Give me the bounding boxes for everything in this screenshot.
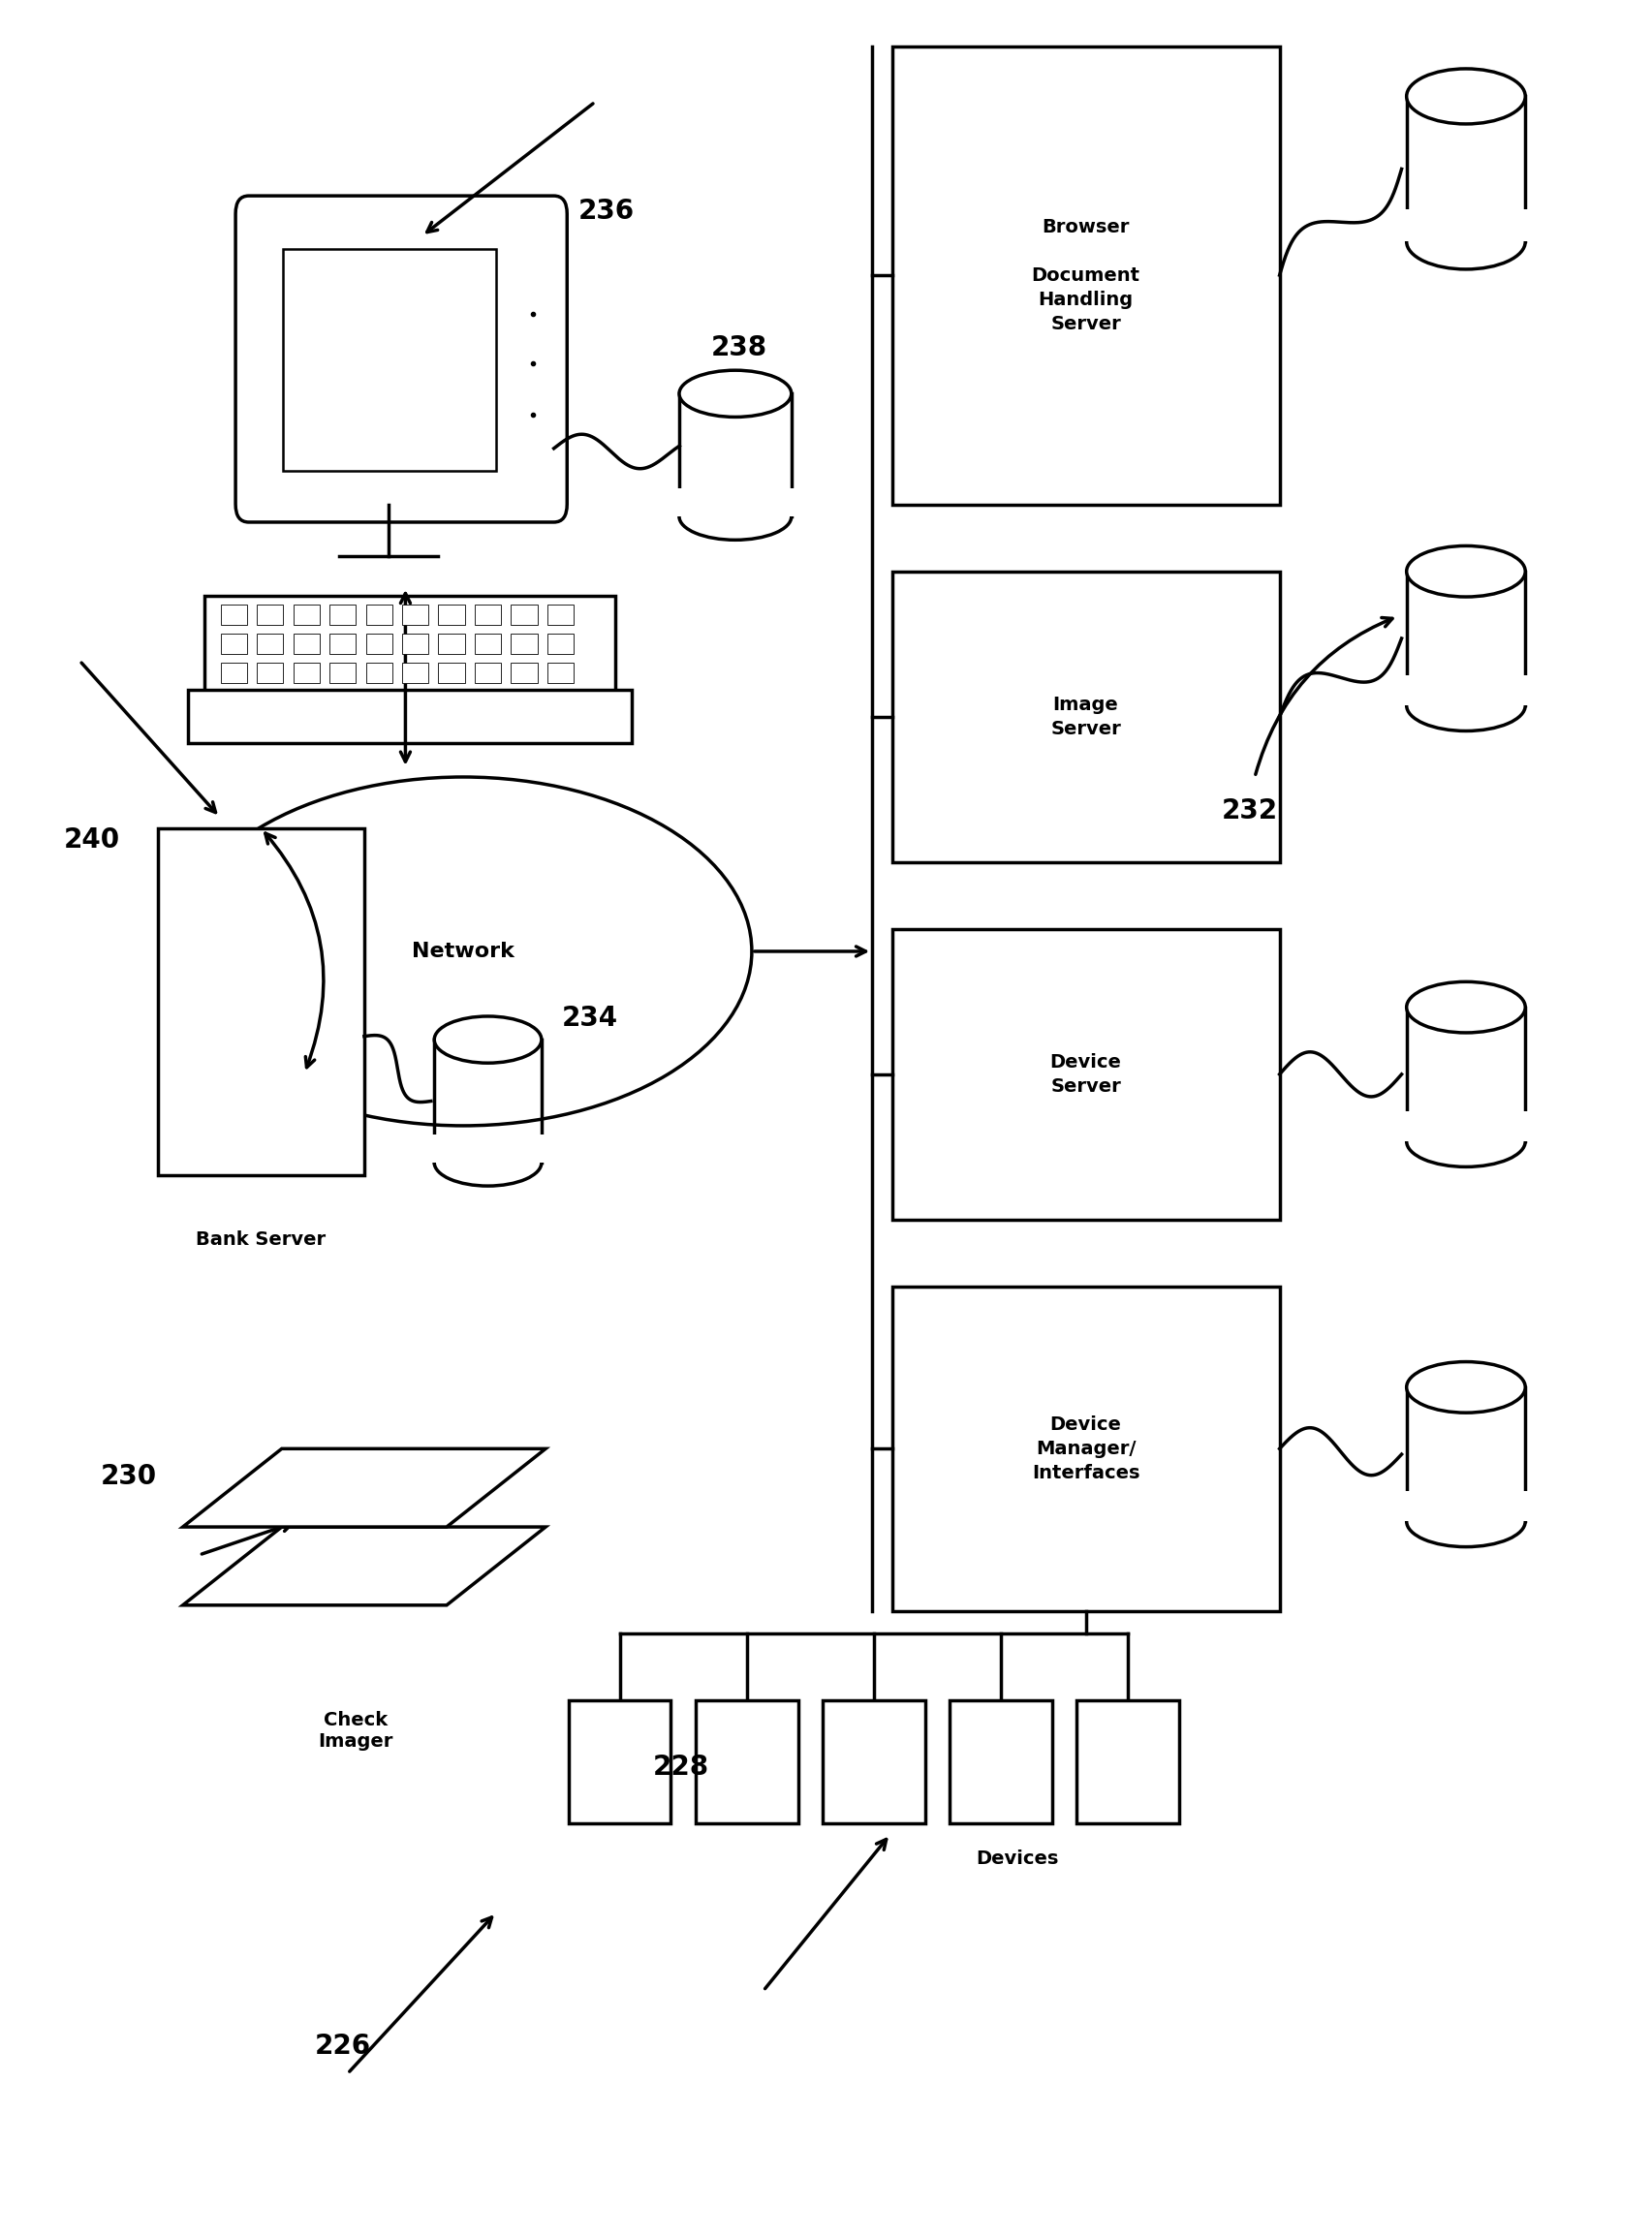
FancyBboxPatch shape (892, 1287, 1280, 1611)
FancyBboxPatch shape (474, 662, 501, 683)
FancyBboxPatch shape (438, 662, 464, 683)
Text: 230: 230 (101, 1464, 157, 1491)
Text: Bank Server: Bank Server (197, 1231, 325, 1249)
FancyBboxPatch shape (438, 633, 464, 653)
Text: 226: 226 (316, 2032, 372, 2061)
FancyBboxPatch shape (401, 604, 428, 624)
Ellipse shape (679, 492, 791, 539)
Text: 234: 234 (562, 1005, 618, 1032)
FancyBboxPatch shape (510, 662, 537, 683)
Text: Device
Manager/
Interfaces: Device Manager/ Interfaces (1032, 1414, 1140, 1482)
Ellipse shape (1406, 680, 1525, 732)
Polygon shape (183, 1448, 545, 1526)
Text: Image
Server: Image Server (1051, 696, 1122, 739)
Polygon shape (431, 1135, 545, 1162)
Text: Device
Server: Device Server (1051, 1054, 1122, 1097)
Ellipse shape (434, 1139, 542, 1186)
Text: 240: 240 (64, 826, 121, 853)
FancyBboxPatch shape (294, 662, 320, 683)
FancyBboxPatch shape (823, 1701, 925, 1824)
FancyBboxPatch shape (221, 604, 248, 624)
Polygon shape (676, 488, 795, 517)
FancyBboxPatch shape (329, 604, 355, 624)
FancyBboxPatch shape (950, 1701, 1052, 1824)
FancyBboxPatch shape (294, 633, 320, 653)
Ellipse shape (175, 777, 752, 1126)
Polygon shape (183, 1526, 545, 1605)
Ellipse shape (434, 1016, 542, 1063)
FancyBboxPatch shape (547, 604, 573, 624)
FancyBboxPatch shape (474, 604, 501, 624)
Text: 232: 232 (1222, 797, 1279, 824)
FancyBboxPatch shape (365, 633, 392, 653)
Text: 236: 236 (578, 197, 634, 226)
FancyBboxPatch shape (892, 571, 1280, 862)
Text: 228: 228 (653, 1755, 709, 1781)
FancyBboxPatch shape (205, 595, 615, 698)
FancyBboxPatch shape (568, 1701, 671, 1824)
Polygon shape (1403, 1491, 1528, 1522)
FancyBboxPatch shape (236, 195, 567, 521)
FancyBboxPatch shape (329, 633, 355, 653)
FancyBboxPatch shape (258, 604, 284, 624)
Text: Devices: Devices (976, 1851, 1059, 1869)
FancyBboxPatch shape (438, 604, 464, 624)
FancyBboxPatch shape (474, 633, 501, 653)
FancyBboxPatch shape (510, 633, 537, 653)
FancyBboxPatch shape (258, 633, 284, 653)
FancyBboxPatch shape (695, 1701, 798, 1824)
FancyBboxPatch shape (510, 604, 537, 624)
Text: Check
Imager: Check Imager (319, 1712, 393, 1750)
FancyBboxPatch shape (547, 633, 573, 653)
FancyBboxPatch shape (221, 662, 248, 683)
Polygon shape (1403, 1112, 1528, 1141)
FancyBboxPatch shape (221, 633, 248, 653)
FancyBboxPatch shape (329, 662, 355, 683)
FancyBboxPatch shape (188, 689, 631, 743)
Polygon shape (1403, 210, 1528, 242)
Text: Browser

Document
Handling
Server: Browser Document Handling Server (1031, 217, 1140, 333)
FancyBboxPatch shape (401, 633, 428, 653)
FancyBboxPatch shape (365, 604, 392, 624)
Ellipse shape (1406, 1495, 1525, 1546)
Ellipse shape (1406, 69, 1525, 123)
Ellipse shape (1406, 982, 1525, 1032)
Ellipse shape (1406, 1361, 1525, 1412)
FancyBboxPatch shape (892, 929, 1280, 1220)
FancyBboxPatch shape (159, 828, 363, 1175)
Ellipse shape (1406, 1117, 1525, 1166)
Ellipse shape (1406, 546, 1525, 598)
Polygon shape (1403, 676, 1528, 705)
FancyBboxPatch shape (294, 604, 320, 624)
FancyBboxPatch shape (365, 662, 392, 683)
Ellipse shape (1406, 215, 1525, 269)
FancyBboxPatch shape (401, 662, 428, 683)
FancyBboxPatch shape (547, 662, 573, 683)
Text: Network: Network (411, 942, 514, 960)
Ellipse shape (679, 369, 791, 416)
FancyBboxPatch shape (1077, 1701, 1180, 1824)
FancyBboxPatch shape (284, 248, 496, 470)
Text: 238: 238 (710, 333, 767, 360)
FancyBboxPatch shape (258, 662, 284, 683)
FancyBboxPatch shape (892, 47, 1280, 504)
